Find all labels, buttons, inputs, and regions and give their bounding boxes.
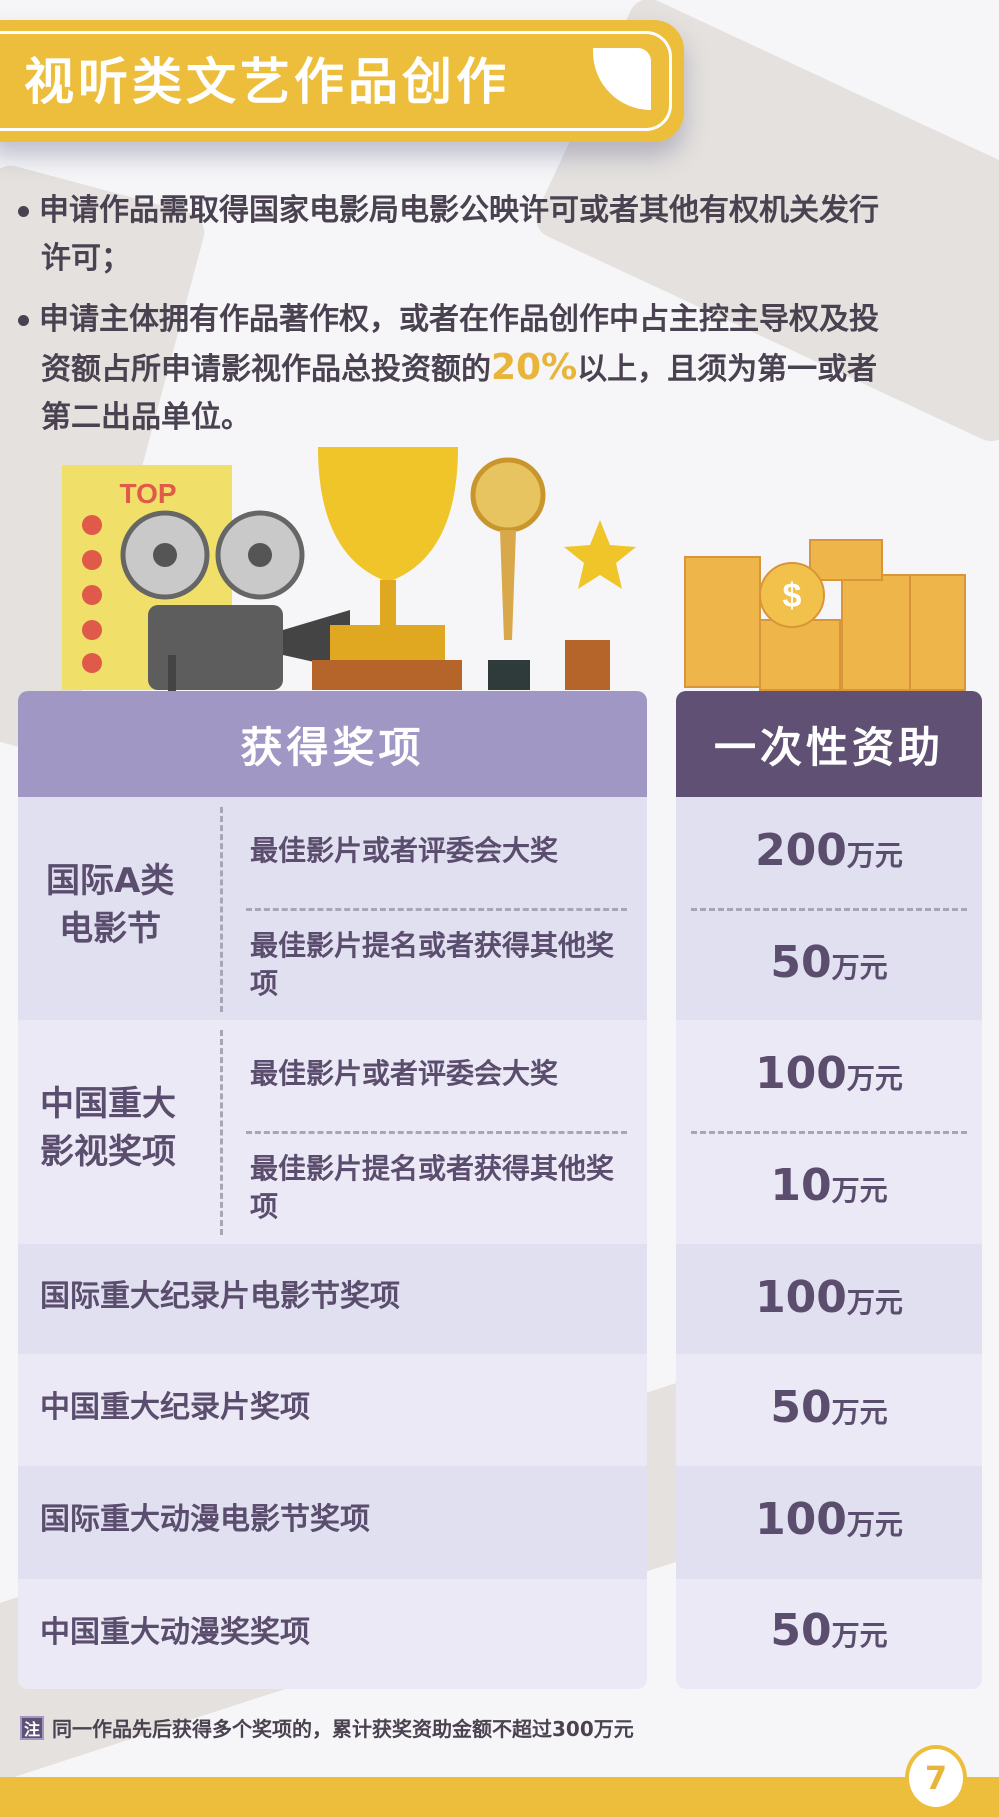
divider <box>246 1131 627 1134</box>
bullet-text: 第二出品单位。 <box>41 400 251 435</box>
award-item: 最佳影片或者评委会大奖 <box>250 1057 559 1090</box>
award-header: 获得奖项 <box>18 691 647 797</box>
bullet-dot-icon <box>18 206 29 217</box>
funding-row: 100万元 <box>676 1466 982 1579</box>
funding-row: 50万元 <box>676 1354 982 1466</box>
amount: 100万元 <box>755 1048 903 1099</box>
table-row-group-1: 国际A类 电影节 最佳影片或者评委会大奖 最佳影片提名或者获得其他奖项 <box>18 797 647 1020</box>
bullet-2: 申请主体拥有作品著作权，或者在作品创作中占主控主导权及投 资额占所申请影视作品总… <box>18 296 988 442</box>
star-trophy-icon <box>564 520 636 690</box>
amount: 50万元 <box>770 937 888 988</box>
bullet-dot-icon <box>18 315 29 326</box>
funding-row-group-2: 100万元 10万元 <box>676 1020 982 1244</box>
award-column: 获得奖项 国际A类 电影节 最佳影片或者评委会大奖 最佳影片提名或者获得其他奖项 … <box>18 691 647 1689</box>
awards-illustration: TOP $ <box>62 447 966 695</box>
divider <box>246 908 627 911</box>
award-item: 最佳影片提名或者获得其他奖项 <box>250 929 615 1000</box>
page-number: 7 <box>905 1745 967 1811</box>
amount: 200万元 <box>755 825 903 876</box>
bullet-1: 申请作品需取得国家电影局电影公映许可或者其他有权机关发行 许可； <box>18 187 988 283</box>
divider <box>220 1030 223 1235</box>
gold-coins-icon: $ <box>684 539 966 691</box>
amount: 100 <box>755 1494 847 1545</box>
bullet-text: 资额占所申请影视作品总投资额的 <box>41 352 491 387</box>
footer-band <box>0 1777 999 1817</box>
funding-row: 100万元 <box>676 1244 982 1354</box>
section-title-banner: 视听类文艺作品创作 <box>0 20 684 142</box>
table-row: 国际重大动漫电影节奖项 <box>18 1466 647 1579</box>
amount: 50 <box>770 1382 832 1433</box>
category-label: 中国重大 影视奖项 <box>40 1084 176 1172</box>
film-projector-icon <box>120 510 350 695</box>
footnote-text: 同一作品先后获得多个奖项的，累计获奖资助金额不超过300万元 <box>52 1717 634 1741</box>
bullet-text: 申请作品需取得国家电影局电影公映许可或者其他有权机关发行 <box>39 193 879 228</box>
note-icon: 注 <box>20 1715 44 1740</box>
category-label: 国际A类 电影节 <box>46 861 175 949</box>
funding-column: 一次性资助 200万元 50万元 100万元 10万元 100万元 50万元 1… <box>676 691 982 1689</box>
amount: 10万元 <box>770 1160 888 1211</box>
highlight-percent: 20% <box>491 347 578 388</box>
divider <box>691 908 967 911</box>
divider <box>220 807 223 1012</box>
funding-header: 一次性资助 <box>676 691 982 797</box>
funding-row: 50万元 <box>676 1579 982 1689</box>
funding-row-group-1: 200万元 50万元 <box>676 797 982 1020</box>
divider <box>691 1131 967 1134</box>
bullet-text: 申请主体拥有作品著作权，或者在作品创作中占主控主导权及投 <box>39 302 879 337</box>
corner-decoration <box>593 48 651 110</box>
amount: 100 <box>755 1272 847 1323</box>
table-row-group-2: 中国重大 影视奖项 最佳影片或者评委会大奖 最佳影片提名或者获得其他奖项 <box>18 1020 647 1244</box>
footnote: 注 同一作品先后获得多个奖项的，累计获奖资助金额不超过300万元 <box>20 1713 634 1742</box>
award-item: 最佳影片提名或者获得其他奖项 <box>250 1152 615 1223</box>
table-row: 中国重大动漫奖奖项 <box>18 1579 647 1689</box>
table-row: 国际重大纪录片电影节奖项 <box>18 1244 647 1354</box>
bullet-text: 以上，且须为第一或者 <box>577 352 878 387</box>
svg-text:$: $ <box>783 577 802 615</box>
page-title: 视听类文艺作品创作 <box>24 53 510 111</box>
amount: 50 <box>770 1605 832 1656</box>
award-item: 最佳影片或者评委会大奖 <box>250 834 559 867</box>
film-award-statue-icon <box>470 457 546 690</box>
trophy-cup-icon <box>312 447 462 690</box>
svg-text:TOP: TOP <box>119 478 176 509</box>
table-row: 中国重大纪录片奖项 <box>18 1354 647 1466</box>
bullet-text: 许可； <box>41 241 131 276</box>
